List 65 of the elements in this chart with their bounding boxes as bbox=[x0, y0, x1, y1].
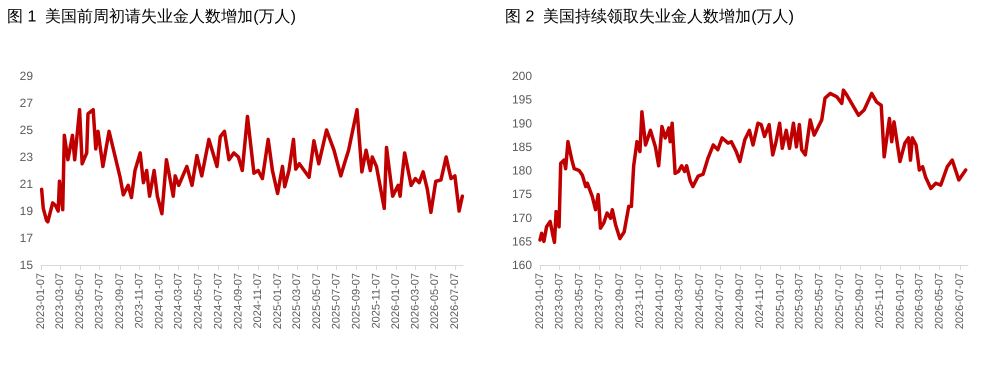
x-tick-label: 2026-07-07 bbox=[954, 273, 966, 330]
x-tick-label: 2026-05-07 bbox=[934, 273, 946, 330]
x-tick-label: 2024-11-07 bbox=[754, 273, 766, 328]
x-tick-label: 2023-05-07 bbox=[573, 273, 586, 330]
x-tick-label: 2025-07-07 bbox=[330, 273, 343, 330]
x-tick-label: 2025-03-07 bbox=[794, 273, 806, 330]
y-tick-label: 27 bbox=[20, 96, 34, 110]
x-tick-label: 2026-05-07 bbox=[429, 273, 442, 330]
x-tick-label: 2025-07-07 bbox=[834, 273, 846, 330]
y-tick-label: 200 bbox=[512, 69, 532, 83]
y-tick-label: 21 bbox=[20, 177, 34, 191]
x-tick-label: 2026-07-07 bbox=[448, 273, 461, 330]
x-tick-label: 2023-11-07 bbox=[634, 273, 646, 328]
x-tick-label: 2025-05-07 bbox=[814, 273, 826, 330]
line-series bbox=[538, 88, 968, 244]
x-tick-label: 2024-05-07 bbox=[192, 273, 205, 330]
x-tick-label: 2026-03-07 bbox=[409, 273, 422, 330]
x-tick-label: 2024-09-07 bbox=[734, 273, 746, 330]
y-tick-label: 23 bbox=[20, 150, 34, 164]
y-tick-label: 190 bbox=[512, 116, 532, 130]
chart-title: 图 1 美国前周初请失业金人数增加(万人) bbox=[7, 8, 296, 26]
x-tick-label: 2026-01-07 bbox=[390, 273, 402, 330]
x-tick-label: 2024-11-07 bbox=[252, 273, 264, 328]
x-tick-label: 2024-09-07 bbox=[232, 273, 244, 330]
x-tick-label: 2024-03-07 bbox=[674, 273, 686, 330]
x-tick-label: 2023-01-07 bbox=[35, 273, 47, 330]
chart-title: 图 2 美国持续领取失业金人数增加(万人) bbox=[505, 8, 794, 26]
y-tick-label: 175 bbox=[512, 187, 532, 202]
x-tick-label: 2025-01-07 bbox=[774, 273, 786, 330]
x-tick-label: 2024-07-07 bbox=[714, 273, 726, 330]
y-tick-label: 15 bbox=[20, 258, 34, 272]
y-tick-label: 165 bbox=[512, 234, 532, 248]
y-tick-label: 25 bbox=[20, 123, 34, 137]
x-tick-label: 2024-07-07 bbox=[212, 273, 224, 330]
x-tick-label: 2025-11-07 bbox=[874, 273, 886, 328]
x-tick-label: 2025-03-07 bbox=[291, 273, 304, 330]
x-tick-label: 2023-11-07 bbox=[134, 273, 146, 328]
x-tick-label: 2025-05-07 bbox=[310, 273, 323, 330]
x-tick-label: 2026-03-07 bbox=[914, 273, 926, 330]
y-tick-label: 19 bbox=[20, 204, 34, 218]
x-tick-label: 2023-09-07 bbox=[614, 273, 626, 330]
x-tick-label: 2023-03-07 bbox=[553, 273, 566, 330]
x-tick-label: 2023-07-07 bbox=[94, 273, 106, 330]
x-tick-label: 2023-07-07 bbox=[594, 273, 606, 330]
x-tick-label: 2023-03-07 bbox=[54, 273, 66, 330]
x-tick-label: 2023-09-07 bbox=[114, 273, 126, 330]
x-tick-label: 2023-01-07 bbox=[534, 273, 546, 330]
x-tick-label: 2025-09-07 bbox=[854, 273, 866, 330]
x-tick-label: 2024-01-07 bbox=[153, 273, 166, 330]
y-tick-label: 185 bbox=[512, 140, 532, 154]
x-tick-label: 2025-09-07 bbox=[350, 273, 363, 330]
x-tick-label: 2026-01-07 bbox=[894, 273, 906, 330]
x-tick-label: 2024-05-07 bbox=[694, 273, 706, 330]
y-tick-label: 160 bbox=[512, 258, 532, 272]
x-tick-label: 2023-05-07 bbox=[74, 273, 86, 330]
y-tick-label: 170 bbox=[512, 210, 532, 225]
x-tick-label: 2025-11-07 bbox=[370, 273, 382, 328]
line-series bbox=[40, 108, 464, 224]
x-tick-label: 2024-03-07 bbox=[172, 273, 185, 330]
x-tick-label: 2025-01-07 bbox=[272, 273, 284, 330]
y-tick-label: 29 bbox=[20, 69, 34, 83]
y-tick-label: 17 bbox=[20, 231, 34, 245]
x-tick-label: 2024-01-07 bbox=[654, 273, 666, 330]
y-tick-label: 180 bbox=[512, 164, 532, 178]
y-tick-label: 195 bbox=[512, 92, 532, 107]
